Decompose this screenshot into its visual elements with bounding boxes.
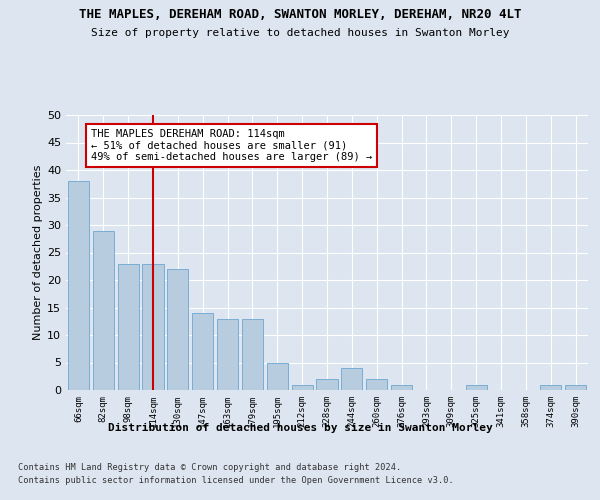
Bar [192, 313, 213, 390]
Text: Contains HM Land Registry data © Crown copyright and database right 2024.: Contains HM Land Registry data © Crown c… [18, 462, 401, 471]
Text: Distribution of detached houses by size in Swanton Morley: Distribution of detached houses by size … [107, 422, 493, 432]
Bar [366, 379, 387, 390]
Bar [341, 368, 362, 390]
Bar [316, 379, 338, 390]
Bar [391, 384, 412, 390]
Bar [142, 264, 164, 390]
Bar [217, 318, 238, 390]
Text: THE MAPLES, DEREHAM ROAD, SWANTON MORLEY, DEREHAM, NR20 4LT: THE MAPLES, DEREHAM ROAD, SWANTON MORLEY… [79, 8, 521, 20]
Text: Size of property relative to detached houses in Swanton Morley: Size of property relative to detached ho… [91, 28, 509, 38]
Bar [167, 269, 188, 390]
Bar [540, 384, 561, 390]
Bar [242, 318, 263, 390]
Text: Contains public sector information licensed under the Open Government Licence v3: Contains public sector information licen… [18, 476, 454, 485]
Bar [292, 384, 313, 390]
Text: THE MAPLES DEREHAM ROAD: 114sqm
← 51% of detached houses are smaller (91)
49% of: THE MAPLES DEREHAM ROAD: 114sqm ← 51% of… [91, 128, 372, 162]
Bar [118, 264, 139, 390]
Bar [565, 384, 586, 390]
Bar [68, 181, 89, 390]
Bar [93, 230, 114, 390]
Y-axis label: Number of detached properties: Number of detached properties [33, 165, 43, 340]
Bar [267, 362, 288, 390]
Bar [466, 384, 487, 390]
